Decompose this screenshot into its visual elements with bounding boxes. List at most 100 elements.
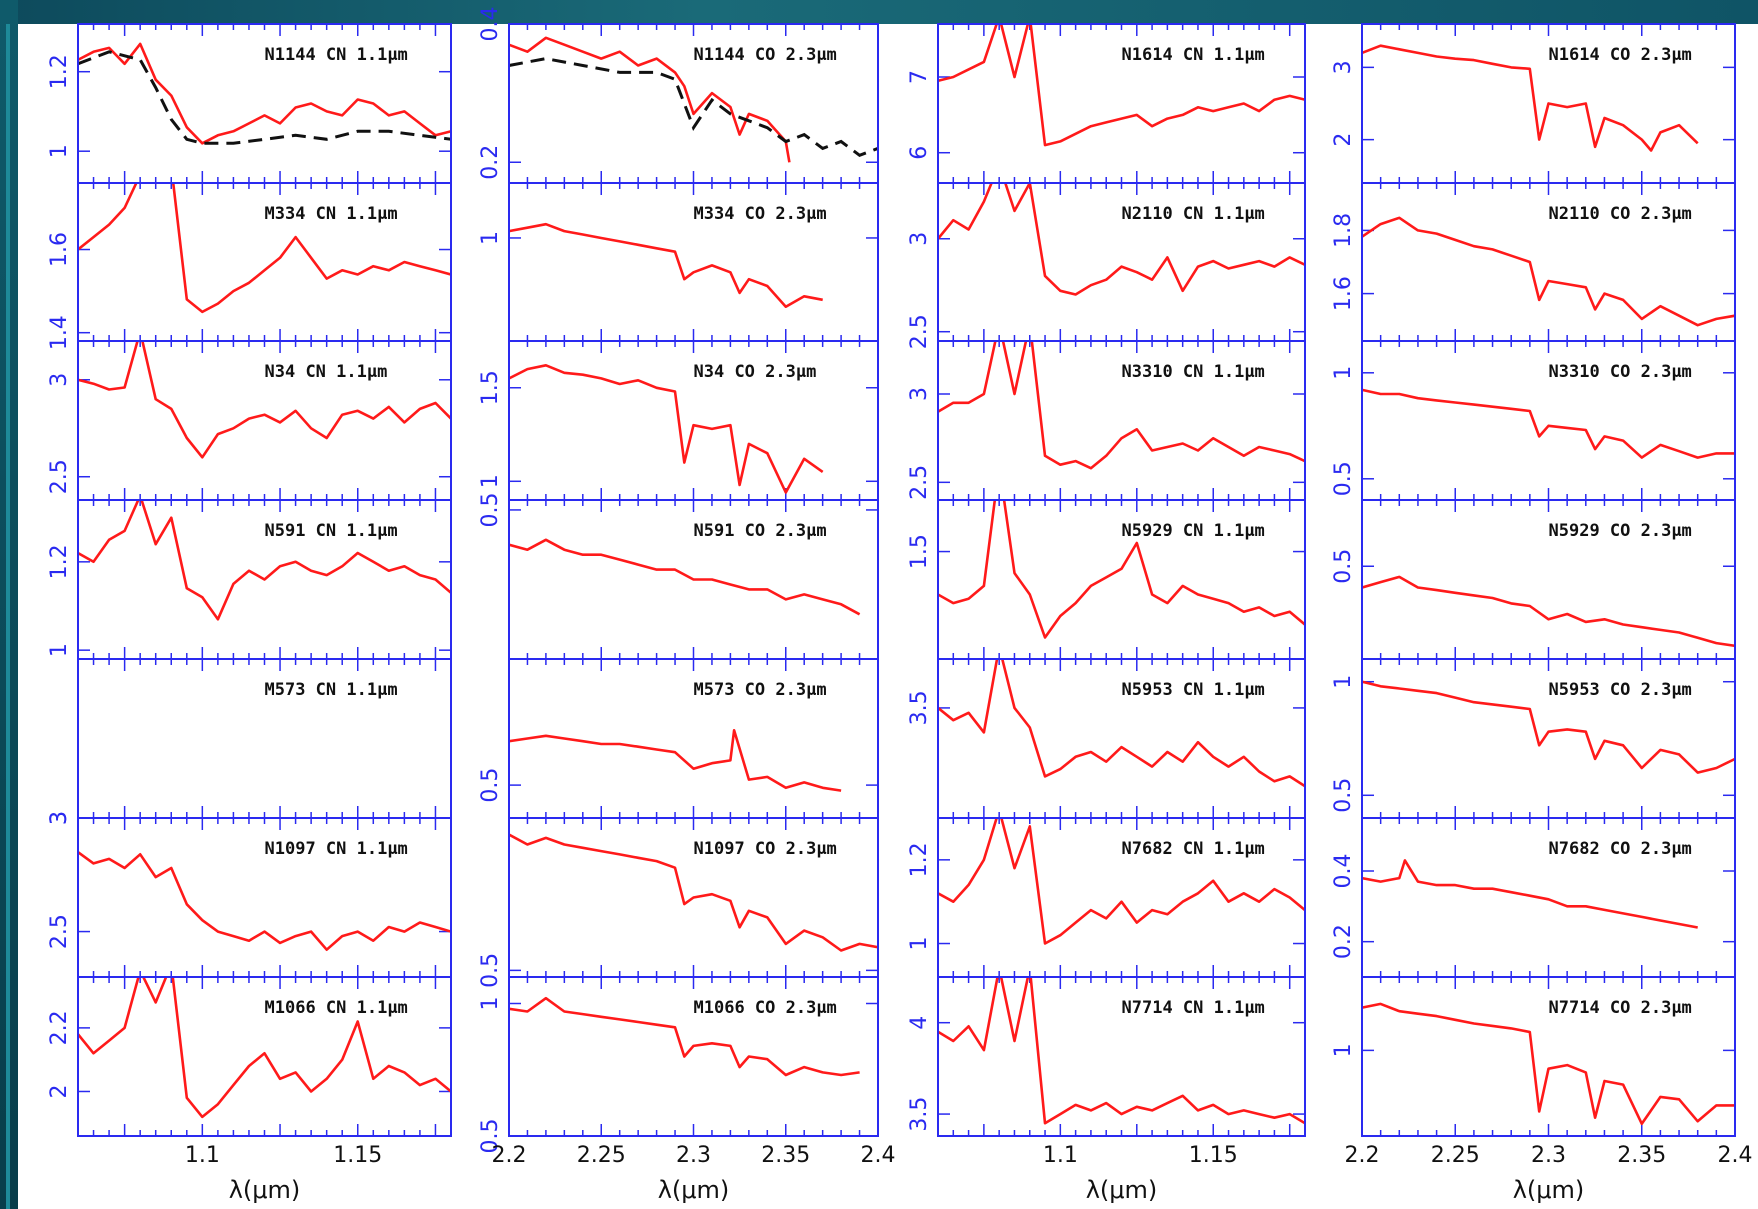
panel-label: N591 CO 2.3μm — [694, 521, 827, 541]
y-tick-label: 1 — [47, 144, 72, 158]
panel-0-0: 1 1.2 N1144 CN 1.1μm — [47, 23, 452, 184]
y-tick-label: 4 — [907, 1016, 932, 1030]
spectrum-line — [939, 184, 1304, 296]
panel-label: N34 CO 2.3μm — [694, 362, 817, 382]
panel-1-1: 1 M334 CO 2.3μm — [478, 182, 879, 342]
y-tick-label: 0.4 — [1331, 854, 1356, 889]
spectrum-line — [79, 851, 450, 951]
y-tick-label: 0.5 — [1331, 461, 1356, 496]
y-tick-label: 0.5 — [478, 953, 503, 988]
panel-3-6: 1 N7714 CO 2.3μm — [1331, 976, 1736, 1137]
panel-label: N34 CN 1.1μm — [265, 362, 388, 382]
spectrum-line — [1363, 859, 1698, 929]
panel-label: M334 CO 2.3μm — [694, 204, 827, 224]
panel-1-4: 0.5 M573 CO 2.3μm — [478, 658, 879, 819]
series-group — [939, 25, 1304, 147]
panel-frame — [1361, 817, 1736, 978]
panel-label: N2110 CN 1.1μm — [1122, 204, 1265, 224]
y-tick-label: 1 — [1331, 1043, 1356, 1057]
spectrum-line — [510, 538, 861, 616]
series-group — [510, 996, 860, 1077]
y-tick-label: 3.5 — [907, 690, 932, 725]
spectrum-line — [510, 364, 824, 494]
panel-3-5: 0.2 0.4 N7682 CO 2.3μm — [1331, 817, 1736, 978]
x-tick-label: 2.3 — [1531, 1143, 1566, 1168]
spectrum-line — [510, 729, 842, 792]
panel-frame — [937, 182, 1306, 342]
series-group — [1363, 680, 1734, 774]
y-tick-label: 3.5 — [907, 1097, 932, 1132]
y-tick-label: 1 — [1331, 366, 1356, 380]
panel-3-3: 0.5 N5929 CO 2.3μm — [1331, 499, 1736, 660]
panel-label: N1144 CN 1.1μm — [265, 45, 408, 65]
series-group — [939, 184, 1304, 296]
series-group — [510, 729, 842, 792]
x-axis-title: λ(μm) — [229, 1176, 301, 1204]
panel-label: M1066 CN 1.1μm — [265, 998, 408, 1018]
y-tick-label: 0.2 — [1331, 924, 1356, 959]
spectrum-line — [939, 660, 1304, 788]
y-tick-label: 1.6 — [1331, 276, 1356, 311]
spectrum-line — [939, 342, 1304, 470]
y-tick-label: 1.5 — [907, 534, 932, 569]
panel-1-2: 1 1.5 N34 CO 2.3μm — [478, 340, 879, 501]
panel-label: N1097 CO 2.3μm — [694, 839, 837, 859]
panel-frame — [508, 182, 879, 342]
y-tick-label: 1 — [478, 474, 503, 488]
panel-2-1: 2.5 3 N2110 CN 1.1μm — [907, 182, 1306, 349]
spectrum-line — [1363, 44, 1699, 152]
x-axis-layer: 1.1 1.15 λ(μm) 2.2 2.25 2.3 2.35 2.4 λ(μm) 1.1 1.1… — [185, 1143, 1753, 1204]
panel-label: N7714 CO 2.3μm — [1549, 998, 1692, 1018]
spectrum-line — [79, 978, 450, 1119]
panel-1-6: 0.5 1 M1066 CO 2.3μm — [478, 976, 879, 1154]
series-group — [1363, 388, 1734, 459]
model-line — [79, 50, 450, 145]
y-tick-label: 2.5 — [907, 465, 932, 500]
panel-frame — [1361, 340, 1736, 501]
panel-frame — [1361, 182, 1736, 342]
left-decor-band — [0, 0, 18, 1209]
y-tick-label: 2.5 — [907, 314, 932, 349]
panel-label: M573 CN 1.1μm — [265, 680, 398, 700]
series-group — [939, 660, 1304, 788]
panel-1-3: 0.5 N591 CO 2.3μm — [478, 492, 879, 660]
x-tick-label: 1.15 — [1189, 1143, 1238, 1168]
panel-frame — [937, 340, 1306, 501]
panel-label: N3310 CN 1.1μm — [1122, 362, 1265, 382]
panel-label: M334 CN 1.1μm — [265, 204, 398, 224]
spectrum-line — [1363, 388, 1734, 459]
spectrum-line — [79, 342, 450, 459]
spectrum-line — [1363, 575, 1734, 647]
y-tick-label: 1 — [1331, 675, 1356, 689]
x-axis-title: λ(μm) — [1086, 1176, 1158, 1204]
panel-2-6: 3.5 4 N7714 CN 1.1μm — [907, 976, 1306, 1137]
panel-frame — [1361, 658, 1736, 819]
y-tick-label: 0.5 — [478, 1119, 503, 1154]
x-axis-title: λ(μm) — [1513, 1176, 1585, 1204]
y-tick-label: 2.5 — [47, 459, 72, 494]
series-group — [79, 342, 450, 459]
x-tick-label: 1.15 — [333, 1143, 382, 1168]
x-tick-label: 2.25 — [577, 1143, 626, 1168]
panel-1-5: 0.5 N1097 CO 2.3μm — [478, 817, 879, 988]
panel-1-0: 0.2 0.4 N1144 CO 2.3μm — [478, 7, 879, 184]
spectrum-line — [939, 501, 1304, 639]
spectrum-line — [510, 36, 791, 163]
y-tick-label: 1.4 — [47, 315, 72, 350]
panel-3-1: 1.6 1.8 N2110 CO 2.3μm — [1331, 182, 1736, 342]
panel-2-0: 6 7 N1614 CN 1.1μm — [907, 23, 1306, 184]
series-group — [1363, 44, 1699, 152]
y-tick-label: 3 — [47, 811, 72, 825]
panel-2-4: 3.5 N5953 CN 1.1μm — [907, 658, 1306, 819]
series-group — [939, 978, 1304, 1125]
panel-frame — [77, 340, 452, 501]
panel-frame — [508, 976, 879, 1137]
y-tick-label: 1.8 — [1331, 213, 1356, 248]
panels-layer: 1 1.2 N1144 CN 1.1μm 1.4 1.6 M334 CN 1.1μm 2.5… — [47, 7, 1736, 1154]
panel-label: N1614 CN 1.1μm — [1122, 45, 1265, 65]
series-group — [1363, 216, 1734, 327]
x-tick-label: 1.1 — [1043, 1143, 1078, 1168]
series-group — [939, 819, 1304, 945]
panel-label: N3310 CO 2.3μm — [1549, 362, 1692, 382]
spectrum-line — [510, 996, 860, 1077]
